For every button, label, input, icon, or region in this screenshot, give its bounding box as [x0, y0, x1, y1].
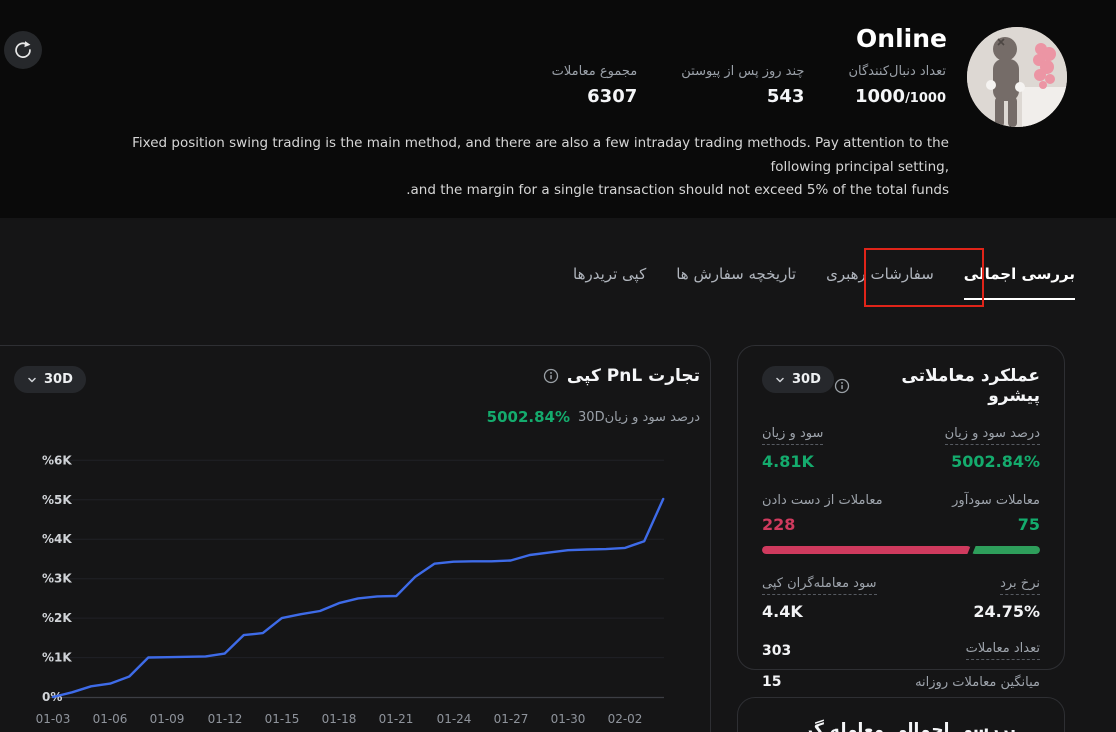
copier-pnl-value: 4.4K	[762, 602, 803, 621]
winloss-row: معاملات سودآور 75 معاملات از دست دادن 22…	[762, 489, 1040, 534]
pnl-card-title-row: تجارت PnL کپی	[543, 366, 700, 386]
loss-bar-segment	[762, 546, 972, 554]
stat-followers-max: /1000	[905, 91, 946, 106]
pnl-line	[51, 497, 665, 699]
chart-gridlines	[48, 459, 664, 699]
y-axis-label: 1K%	[42, 651, 72, 665]
stat-total-trades: مجموع معاملات 6307	[552, 64, 638, 107]
win-rate-value: 24.75%	[973, 602, 1040, 621]
x-axis-label: 01-09	[150, 712, 185, 726]
performance-card-title-row: عملکرد معاملاتی پیشرو	[834, 366, 1040, 406]
pnl-subtitle-row: درصد سود و زیان30D 5002.84%	[487, 408, 700, 426]
winning-trades-value: 75	[1017, 515, 1040, 534]
x-axis-label: 01-18	[322, 712, 357, 726]
stat-trades-label: مجموع معاملات	[551, 64, 638, 79]
info-icon[interactable]	[834, 378, 850, 394]
losing-trades-value: 228	[762, 515, 796, 534]
win-bar-segment	[971, 546, 1040, 554]
win-rate-label[interactable]: نرخ برد	[1000, 576, 1040, 595]
stat-days-value: 543	[766, 86, 805, 107]
trader-overview-card: بررسی اجمالی معامله گر پیشرو	[737, 697, 1065, 732]
performance-period-dropdown[interactable]: 30D	[762, 366, 834, 393]
pnl-period-value: 30D	[44, 372, 73, 387]
daily-trades-row: میانگین معاملات روزانه 15	[762, 674, 1040, 690]
stat-days-joined: چند روز پس از پیوستن 543	[681, 64, 804, 107]
refresh-icon	[15, 41, 31, 58]
y-axis-label: 3K%	[42, 572, 72, 586]
tab-copy-traders[interactable]: کپی تریدرها	[573, 265, 647, 283]
copier-pnl-label[interactable]: سود معامله‌گران کپی	[762, 576, 877, 595]
winning-trades-label: معاملات سودآور	[952, 493, 1040, 508]
header-stats: تعداد دنبال‌کنندگان 1000/1000 چند روز پس…	[552, 64, 946, 107]
y-axis-label: 6K%	[42, 453, 72, 467]
x-axis-label: 01-15	[265, 712, 300, 726]
tab-bar: بررسی اجمالی سفارشات رهبری تاریخچه سفارش…	[573, 265, 1076, 300]
x-axis-labels: 01-03 01-06 01-09 01-12 01-15 01-18 01-2…	[36, 712, 643, 726]
y-axis-label: 5K%	[42, 493, 72, 507]
pnl-pct-label[interactable]: درصد سود و زیان	[944, 426, 1040, 445]
trader-overview-title: بررسی اجمالی معامله گر پیشرو	[803, 720, 1016, 732]
pnl-period-dropdown[interactable]: 30D	[14, 366, 86, 393]
pnl-card-title: تجارت PnL کپی	[566, 366, 700, 386]
x-axis-label: 01-27	[494, 712, 529, 726]
winrate-row: نرخ برد 24.75% سود معامله‌گران کپی 4.4K	[762, 572, 1040, 621]
info-icon[interactable]	[543, 368, 559, 384]
total-trades-value: 303	[762, 642, 792, 659]
stat-trades-value: 6307	[587, 86, 638, 107]
tab-lead-orders[interactable]: سفارشات رهبری	[826, 265, 934, 283]
chevron-down-icon	[28, 377, 36, 382]
trader-description-line1: Fixed position swing trading is the main…	[132, 135, 949, 175]
performance-card: عملکرد معاملاتی پیشرو 30D درصد سود و زیا…	[737, 345, 1065, 690]
pnl-amount-label[interactable]: سود و زیان	[762, 426, 824, 445]
y-axis-label: 2K%	[42, 611, 72, 625]
y-axis-labels: 0% 1K% 2K% 3K% 4K% 5K% 6K%	[42, 453, 72, 704]
x-axis-label: 01-06	[93, 712, 128, 726]
y-axis-label: 4K%	[42, 532, 72, 546]
stat-followers: تعداد دنبال‌کنندگان 1000/1000	[848, 64, 946, 107]
tab-overview[interactable]: بررسی اجمالی	[963, 265, 1076, 300]
x-axis-label: 01-21	[379, 712, 414, 726]
losing-trades-label: معاملات از دست دادن	[762, 493, 883, 508]
x-axis-label: 01-12	[208, 712, 243, 726]
total-trades-row: تعداد معاملات 303	[762, 641, 1040, 660]
stat-days-label: چند روز پس از پیوستن	[681, 64, 805, 79]
stat-followers-value: 1000	[854, 86, 906, 107]
winloss-bar	[762, 546, 1040, 554]
refresh-button[interactable]	[4, 31, 42, 69]
performance-card-header: عملکرد معاملاتی پیشرو 30D	[762, 366, 1040, 406]
pnl-chart: 0% 1K% 2K% 3K% 4K% 5K% 6K% 01-03 01-06 0…	[36, 453, 665, 726]
avatar	[967, 27, 1067, 127]
trader-overview-title-row: بررسی اجمالی معامله گر پیشرو	[762, 720, 1040, 732]
performance-card-title: عملکرد معاملاتی پیشرو	[901, 366, 1040, 406]
trader-description-line2: .and the margin for a single transaction…	[406, 182, 949, 199]
trader-description: Fixed position swing trading is the main…	[89, 132, 949, 203]
x-axis-label: 02-02	[608, 712, 643, 726]
performance-period-value: 30D	[792, 372, 821, 387]
x-axis-label: 01-24	[437, 712, 472, 726]
stat-followers-label: تعداد دنبال‌کنندگان	[848, 64, 946, 79]
pnl-pct-value: 5002.84%	[951, 452, 1040, 471]
daily-trades-label: میانگین معاملات روزانه	[915, 674, 1040, 690]
total-trades-label[interactable]: تعداد معاملات	[965, 641, 1040, 660]
x-axis-label: 01-03	[36, 712, 71, 726]
pnl-subtitle-value: 5002.84%	[486, 408, 571, 426]
chevron-down-icon	[776, 377, 784, 382]
x-axis-label: 01-30	[551, 712, 586, 726]
pnl-card	[0, 345, 711, 732]
pnl-amount-value: 4.81K	[762, 452, 814, 471]
pnl-subtitle-label: درصد سود و زیان30D	[578, 409, 700, 425]
pnl-row: درصد سود و زیان 5002.84% سود و زیان 4.81…	[762, 422, 1040, 471]
daily-trades-value: 15	[762, 674, 782, 690]
tab-order-history[interactable]: تاریخچه سفارش ها	[676, 265, 797, 283]
trader-name: Online	[856, 24, 947, 53]
